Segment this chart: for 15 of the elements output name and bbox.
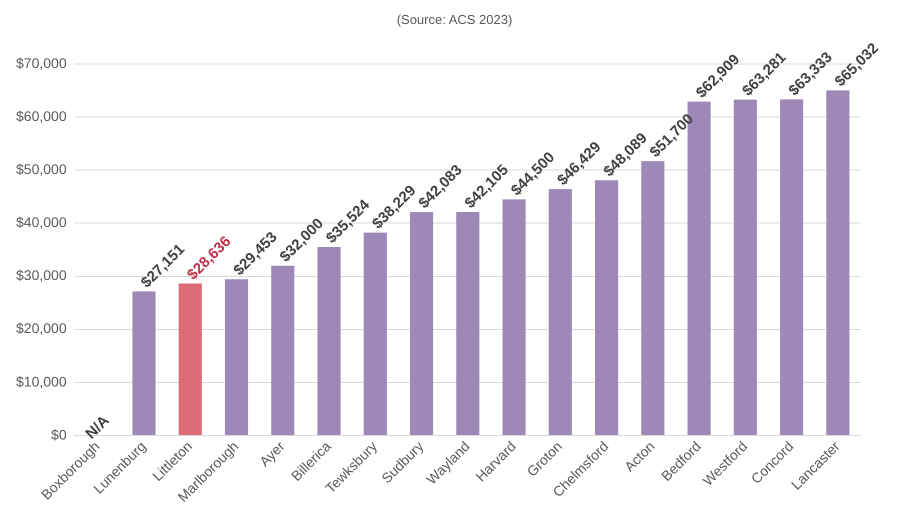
y-tick-label: $10,000: [16, 373, 67, 390]
bar: [132, 291, 156, 436]
y-tick-label: $20,000: [16, 320, 67, 336]
bar: [456, 212, 480, 436]
chart-subtitle: (Source: ACS 2023): [396, 11, 514, 29]
text: N/A: [82, 412, 113, 442]
y-tick-label: $50,000: [16, 161, 67, 178]
bar: [734, 100, 757, 436]
y-tick-label: $40,000: [16, 214, 67, 230]
bar: [780, 99, 804, 436]
y-tick-label: $30,000: [16, 267, 67, 284]
y-tick-label: $70,000: [16, 54, 67, 71]
y-tick-label: $0: [51, 426, 67, 442]
y-tick-label: $60,000: [16, 108, 67, 124]
bar: [224, 279, 248, 436]
